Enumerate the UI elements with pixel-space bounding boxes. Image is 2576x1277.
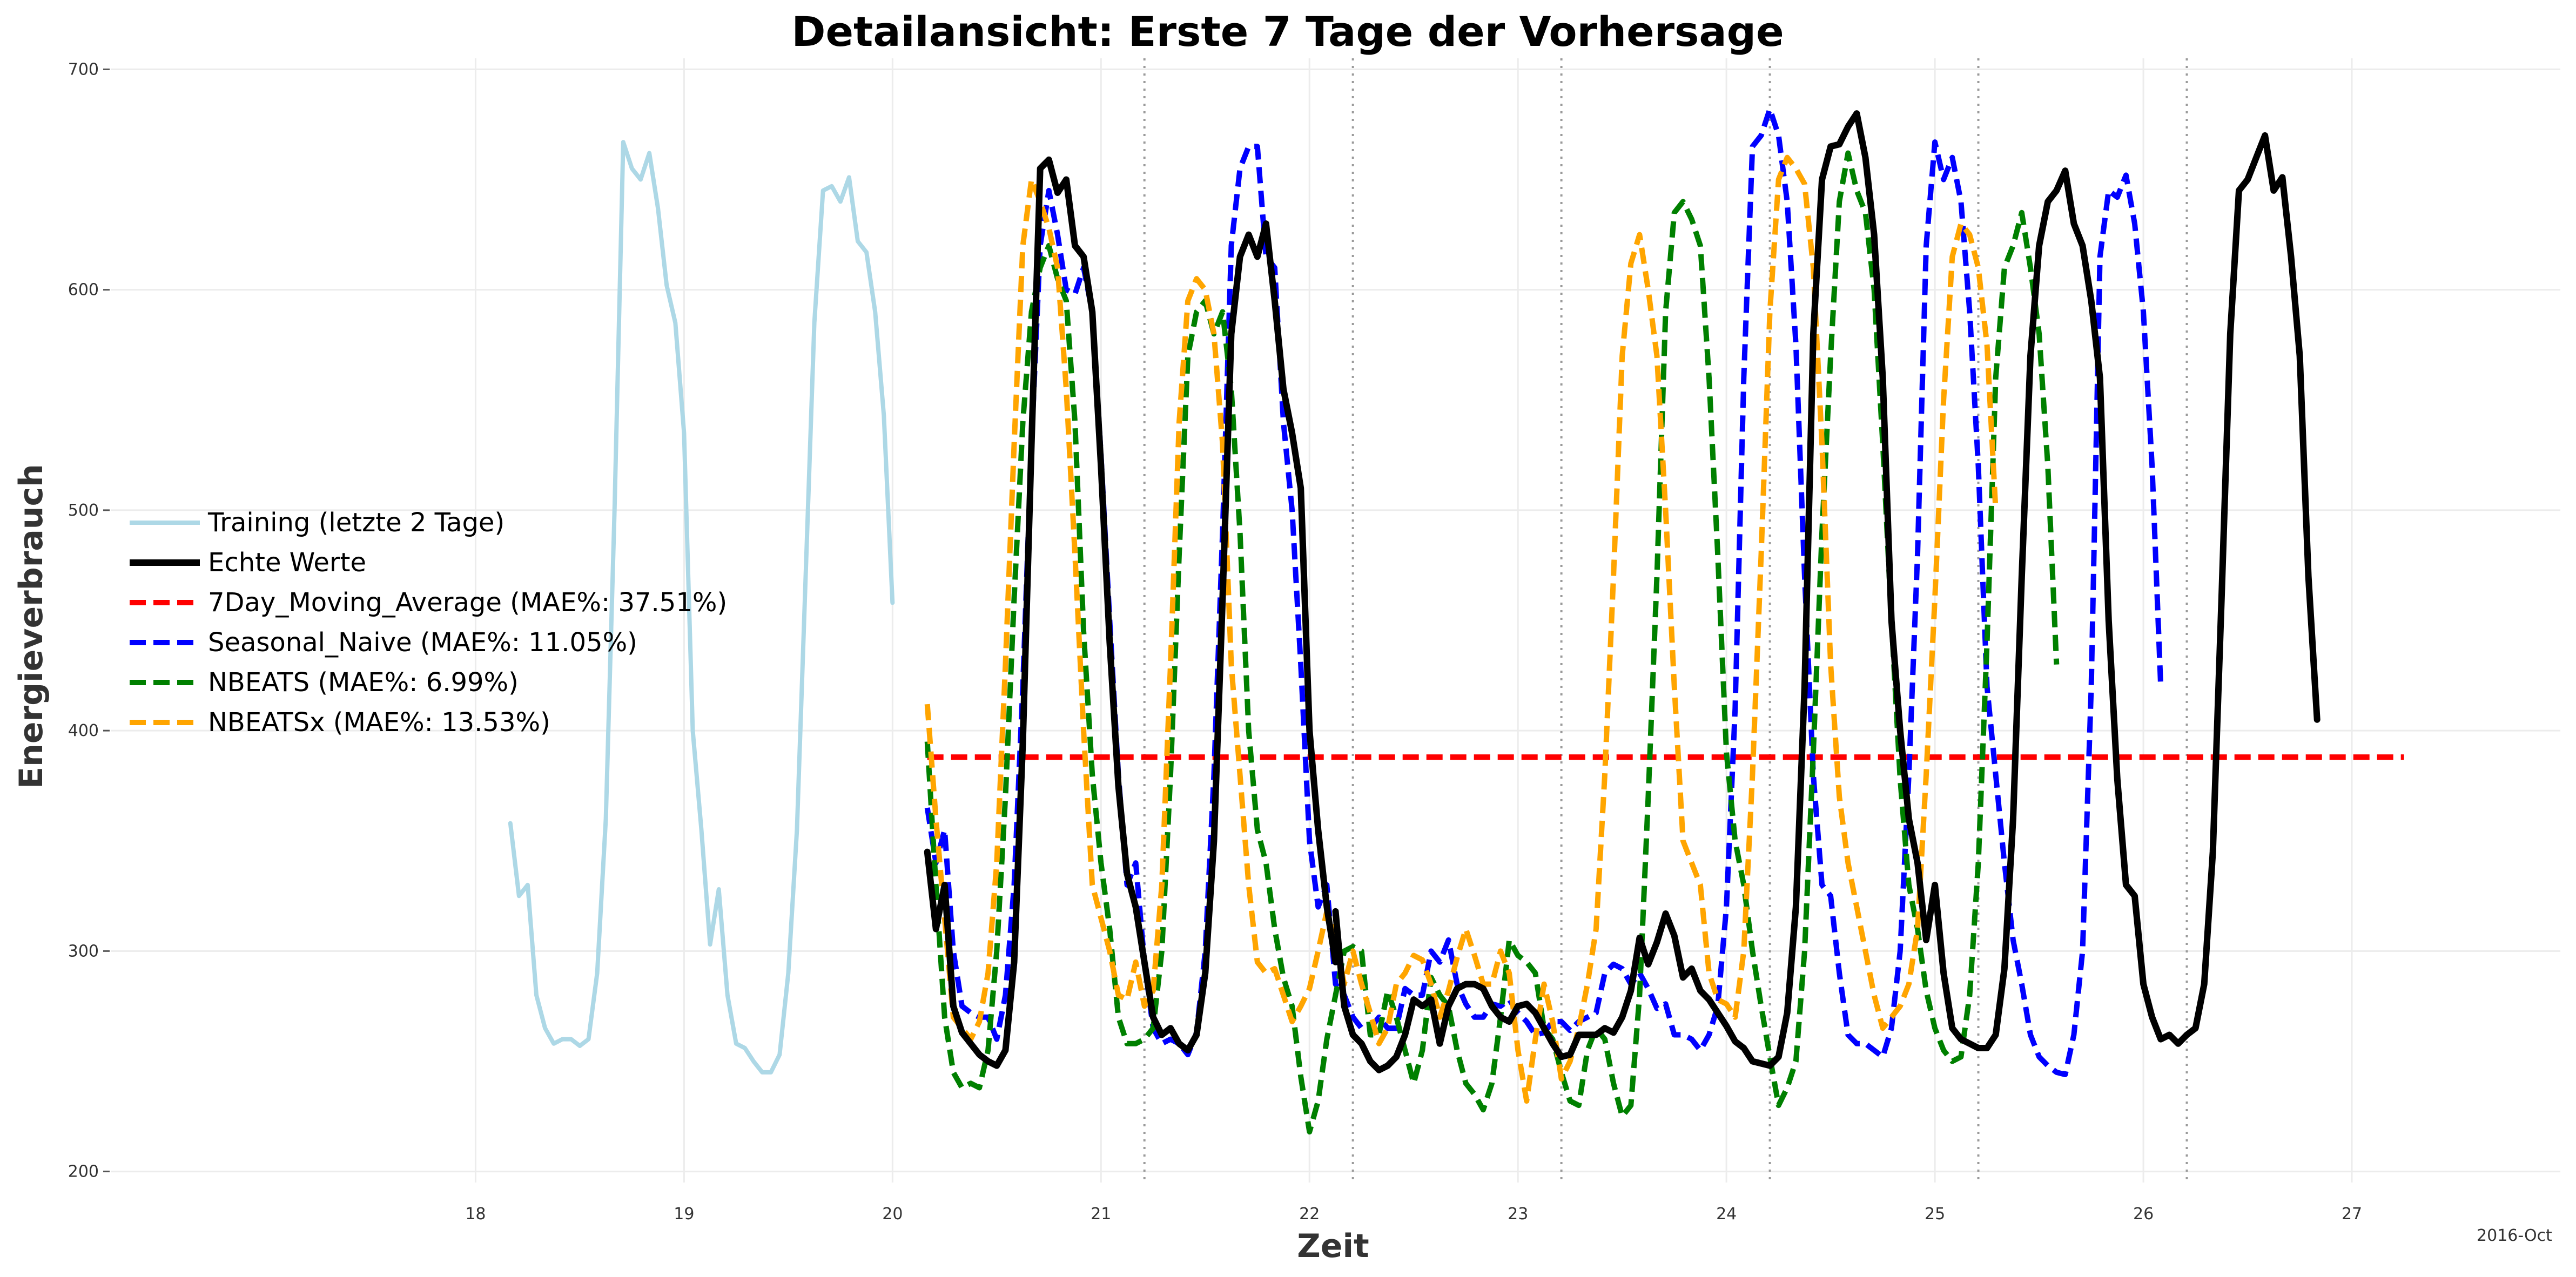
x-axis-label: Zeit <box>1297 1227 1369 1265</box>
legend-label: Echte Werte <box>208 548 366 578</box>
x-tick-label: 26 <box>2133 1205 2154 1224</box>
series-layer <box>508 106 2404 1135</box>
x-tick-label: 22 <box>1299 1205 1320 1224</box>
legend-label: Seasonal_Naive (MAE%: 11.05%) <box>208 627 637 658</box>
legend-label: NBEATS (MAE%: 6.99%) <box>208 667 519 698</box>
nbeatsx-series-line <box>924 154 1999 1104</box>
echte-werte-series-line <box>1332 110 2321 1073</box>
training-series-line <box>508 140 895 1075</box>
legend-label: 7Day_Moving_Average (MAE%: 37.51%) <box>208 587 727 618</box>
x-tick-label: 23 <box>1508 1205 1528 1224</box>
y-tick-label: 400 <box>68 721 99 740</box>
x-tick-label: 21 <box>1091 1205 1111 1224</box>
x-tick-label: 25 <box>1925 1205 1945 1224</box>
y-tick-label: 300 <box>68 942 99 961</box>
echte-werte-series-line <box>924 156 1339 1069</box>
legend-label: NBEATSx (MAE%: 13.53%) <box>208 707 550 738</box>
y-tick-label: 200 <box>68 1163 99 1181</box>
x-offset-label: 2016-Oct <box>2477 1226 2552 1245</box>
legend: Training (letzte 2 Tage) Echte Werte 7Day_… <box>130 508 727 738</box>
x-tick-label: 18 <box>465 1205 486 1224</box>
x-tick-label: 19 <box>674 1205 694 1224</box>
chart-title: Detailansicht: Erste 7 Tage der Vorhersa… <box>791 8 1784 56</box>
legend-label: Training (letzte 2 Tage) <box>207 508 505 538</box>
y-tick-label: 500 <box>68 501 99 520</box>
y-tick-label: 600 <box>68 281 99 300</box>
tick-layer: 200 300 400 500 600 700 18 19 20 21 22 23 24 25 26 27 <box>68 60 2362 1224</box>
y-axis-label: Energieverbrauch <box>12 464 50 789</box>
x-tick-label: 24 <box>1716 1205 1737 1224</box>
x-tick-label: 20 <box>882 1205 903 1224</box>
y-tick-label: 700 <box>68 60 99 79</box>
x-tick-label: 27 <box>2342 1205 2362 1224</box>
